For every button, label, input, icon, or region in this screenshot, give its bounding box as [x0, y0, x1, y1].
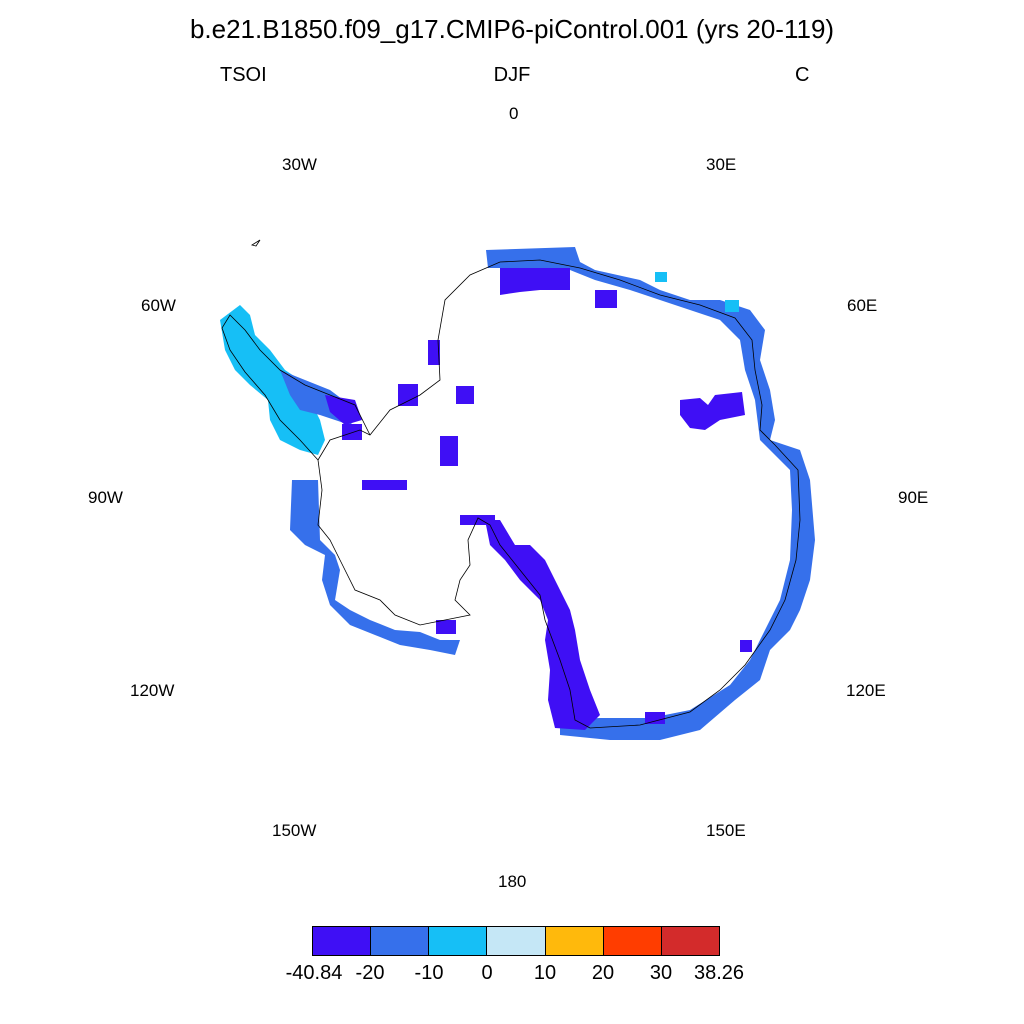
- lon-label-120e: 120E: [846, 681, 886, 700]
- colorbar-label-5: 10: [533, 962, 557, 984]
- lon-label-30e: 30E: [706, 155, 737, 174]
- lon-label-150e: 150E: [706, 821, 746, 840]
- season-label: DJF: [493, 64, 531, 86]
- colorbar-label-2: -20: [355, 962, 385, 984]
- colorbar-label-7: 30: [649, 962, 673, 984]
- colorbar-box-2: [371, 927, 430, 955]
- plot-title: b.e21.B1850.f09_g17.CMIP6-piControl.001 …: [189, 14, 835, 44]
- coastline-islet: [250, 239, 261, 247]
- coastline-peninsula: [221, 314, 371, 461]
- cell-interior-1: [362, 480, 407, 490]
- lon-label-90e: 90E: [898, 488, 929, 507]
- lon-label-180: 180: [498, 872, 527, 891]
- lon-label-0: 0: [509, 104, 519, 123]
- cell-interior-9: [740, 640, 752, 652]
- cells-dml-dark: [500, 268, 570, 295]
- cell-coast-cyan: [725, 300, 739, 312]
- cell-interior-5: [595, 290, 617, 308]
- colorbar-label-min: -40.84: [285, 962, 343, 984]
- lon-label-150w: 150W: [272, 821, 317, 840]
- cell-interior-6: [440, 436, 458, 466]
- variable-label: TSOI: [220, 64, 267, 86]
- colorbar-label-4: 0: [481, 962, 493, 984]
- cells-peninsula-cyan: [220, 305, 325, 455]
- coastline: [221, 239, 801, 729]
- colorbar: [312, 926, 720, 956]
- colorbar-label-3: -10: [414, 962, 444, 984]
- cell-interior-2: [398, 384, 418, 406]
- cells-inland-east: [680, 392, 745, 430]
- lon-label-120w: 120W: [130, 681, 175, 700]
- colorbar-label-6: 20: [591, 962, 615, 984]
- cell-interior-8: [436, 620, 456, 634]
- units-label: C: [795, 64, 810, 86]
- cells-west-coast: [290, 480, 460, 655]
- colorbar-box-5: [545, 927, 604, 955]
- colorbar-box-1: [313, 927, 372, 955]
- data-cells: [220, 247, 815, 740]
- colorbar-label-max: 38.26: [693, 962, 745, 984]
- colorbar-box-7: [661, 927, 719, 955]
- lon-label-60w: 60W: [141, 296, 176, 315]
- cell-interior-7: [342, 424, 362, 440]
- cell-interior-10: [645, 712, 665, 724]
- colorbar-box-3: [429, 927, 488, 955]
- lon-label-60e: 60E: [847, 296, 878, 315]
- lon-label-90w: 90W: [88, 488, 123, 507]
- cells-transantarctic: [485, 520, 600, 730]
- lon-label-30w: 30W: [282, 155, 317, 174]
- coastline-east: [317, 259, 801, 729]
- cells-peninsula-dark: [325, 395, 362, 425]
- cells-east-coast: [486, 247, 815, 740]
- colorbar-box-4: [487, 927, 546, 955]
- colorbar-box-6: [603, 927, 662, 955]
- cell-interior-3: [456, 386, 474, 404]
- cell-interior-4: [428, 340, 440, 365]
- cell-coast-cyan-2: [655, 272, 667, 282]
